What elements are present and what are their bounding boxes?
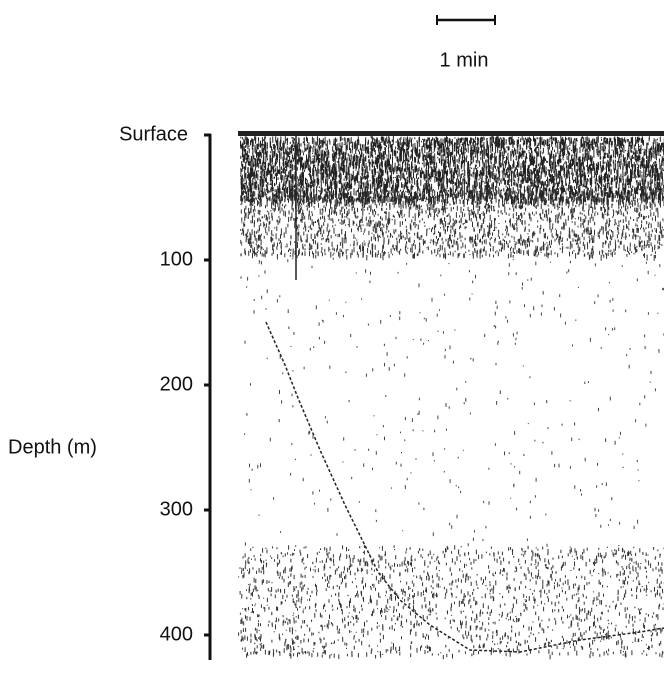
echo-speckle [240,190,664,261]
scale-bar-label: 1 min [440,49,489,71]
y-axis-label: Depth (m) [8,436,97,458]
y-tick-label: 300 [160,498,193,520]
y-tick-label: 400 [160,623,193,645]
y-tick-label: 100 [160,248,193,270]
echogram-image [238,131,664,659]
y-tick-label: Surface [119,123,188,145]
y-tick-label: 200 [160,373,193,395]
echo-speckle [241,255,664,547]
fish-track [266,322,664,652]
echo-speckle [238,545,664,659]
surface-line [238,131,664,136]
